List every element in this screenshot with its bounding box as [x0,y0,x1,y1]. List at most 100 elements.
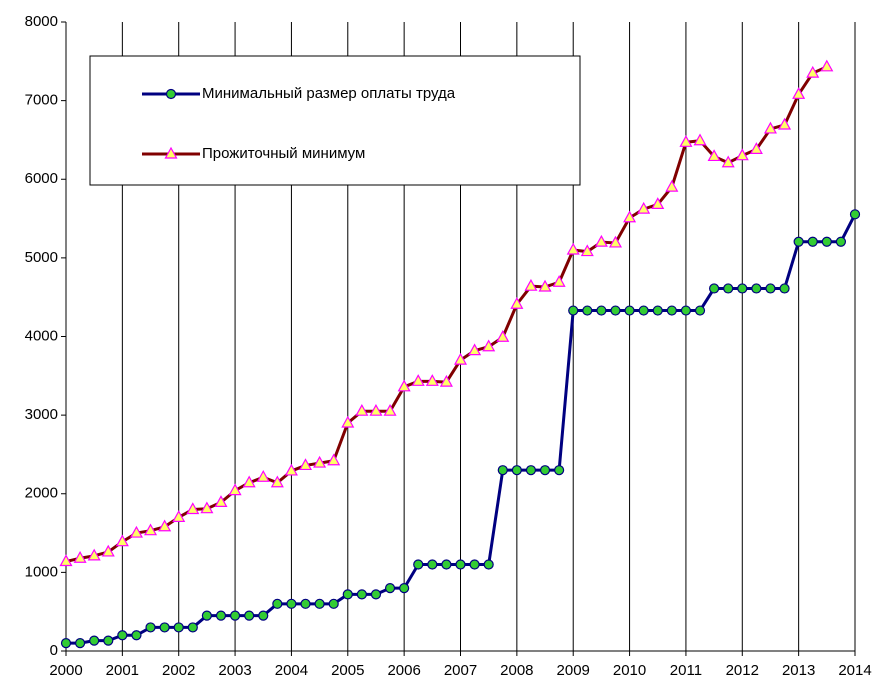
marker [453,352,468,365]
marker [539,465,551,476]
marker [821,236,832,247]
x-tick-label: 2002 [162,662,195,679]
marker [228,483,242,496]
marker [779,283,790,294]
marker [129,525,143,538]
x-tick-label: 2009 [557,662,590,679]
marker [538,279,552,292]
marker [103,635,114,646]
marker [187,622,198,633]
marker [610,305,621,316]
marker [384,582,396,594]
marker [820,59,834,72]
marker [510,297,524,309]
marker [624,305,635,316]
marker [117,630,128,641]
marker [87,548,101,561]
marker [665,179,679,192]
x-tick-label: 2014 [838,662,871,679]
x-tick-label: 2006 [387,662,420,679]
marker [793,236,804,247]
marker [201,610,212,621]
marker [214,495,228,507]
y-tick-label: 3000 [25,406,58,423]
x-tick-label: 2012 [726,662,759,679]
marker [455,559,466,570]
marker [258,610,269,621]
marker [242,475,256,488]
marker [469,559,480,570]
marker [74,638,86,649]
marker [749,142,763,154]
marker [679,135,693,147]
y-tick-label: 7000 [25,92,58,109]
x-tick-label: 2011 [670,662,702,679]
marker [186,502,200,515]
marker [272,598,283,609]
x-tick-label: 2003 [218,662,251,679]
y-tick-label: 0 [50,642,58,659]
legend-marker [165,88,177,100]
marker [60,638,72,649]
marker [425,374,439,386]
x-tick-label: 2010 [613,662,646,679]
marker [666,305,677,316]
marker [284,463,298,476]
marker [215,610,227,621]
marker [341,415,355,428]
marker [328,598,339,609]
marker [286,598,297,609]
marker [482,339,496,352]
marker [694,305,706,316]
marker [413,559,424,570]
marker [511,465,522,476]
marker [496,330,510,342]
marker [707,149,721,162]
marker [807,236,818,247]
marker [314,598,325,609]
marker [399,582,410,594]
marker [145,622,156,633]
marker [355,403,369,416]
marker [411,374,425,386]
marker [356,589,367,600]
marker [596,305,607,316]
marker [383,403,397,416]
marker [737,283,748,294]
legend-label: Прожиточный минимум [202,145,365,162]
marker [552,275,566,287]
y-tick-label: 1000 [25,563,58,580]
marker [172,510,186,522]
x-tick-label: 2004 [275,662,308,679]
marker [158,519,172,532]
marker [144,523,158,536]
marker [637,201,651,214]
marker [131,630,142,641]
marker [483,559,494,570]
marker [735,148,749,161]
marker [244,610,255,621]
marker [849,209,861,220]
x-tick-label: 2000 [49,662,82,679]
y-tick-label: 6000 [25,170,58,187]
marker [792,87,806,99]
marker [751,283,762,294]
marker [89,635,100,646]
x-tick-label: 2001 [106,662,139,679]
legend-label: Минимальный размер оплаты труда [202,85,456,102]
marker [101,544,115,557]
marker [709,283,720,294]
marker [723,283,734,294]
marker [594,234,608,247]
marker [342,589,353,600]
marker [300,598,311,609]
marker [270,475,284,488]
marker [623,210,637,223]
legend-marker [164,146,178,159]
marker [173,622,184,633]
x-tick-label: 2005 [331,662,364,679]
marker [763,121,777,134]
marker [159,622,170,633]
y-tick-label: 4000 [25,327,58,344]
